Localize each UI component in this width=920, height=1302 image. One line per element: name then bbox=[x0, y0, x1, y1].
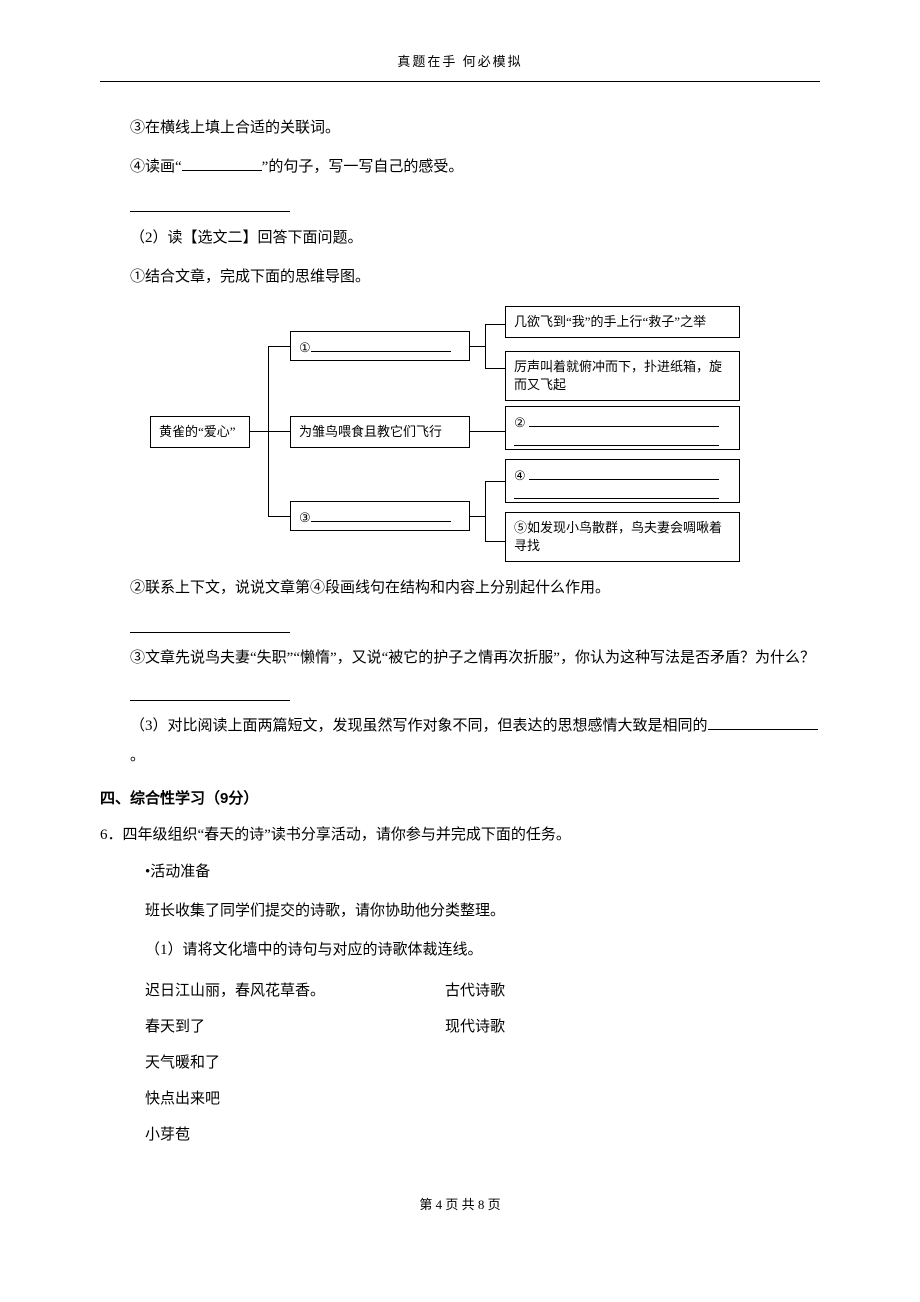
question-3: ③在横线上填上合适的关联词。 bbox=[130, 112, 820, 145]
fc-r5: ⑤如发现小鸟散群，鸟夫妻会啁啾着寻找 bbox=[505, 512, 740, 562]
fc-mid-3: ③ bbox=[290, 501, 470, 531]
answer-line-3 bbox=[130, 679, 290, 701]
fc-root: 黄雀的“爱心” bbox=[150, 416, 250, 448]
fc-line bbox=[470, 516, 485, 517]
fc-r3-blank2 bbox=[514, 432, 719, 446]
fc-r4: ④ bbox=[505, 459, 740, 503]
fc-line bbox=[485, 481, 505, 482]
match-left-3: 天气暖和了 bbox=[145, 1045, 820, 1081]
fc-mid3-blank bbox=[311, 508, 451, 522]
match-row-1: 迟日江山丽，春风花草香。 古代诗歌 bbox=[145, 973, 820, 1009]
p3-blank bbox=[708, 716, 818, 730]
mind-map: 黄雀的“爱心” ① 为雏鸟喂食且教它们飞行 ③ 几欲飞到“我”的手上行“救子”之… bbox=[150, 306, 790, 556]
fc-r3-blank1 bbox=[529, 413, 719, 427]
q4-post: ”的句子，写一写自己的感受。 bbox=[262, 159, 464, 175]
match-right-2: 现代诗歌 bbox=[445, 1009, 505, 1045]
part2-q2: ②联系上下文，说说文章第④段画线句在结构和内容上分别起什么作用。 bbox=[130, 572, 820, 605]
part2-q1: ①结合文章，完成下面的思维导图。 bbox=[130, 261, 820, 294]
match-left-1: 迟日江山丽，春风花草香。 bbox=[145, 973, 445, 1009]
q6-bullet: •活动准备 bbox=[145, 856, 820, 889]
fc-r4-blank2 bbox=[514, 485, 719, 499]
q6-line1: 班长收集了同学们提交的诗歌，请你协助他分类整理。 bbox=[145, 895, 820, 928]
page-footer: 第 4 页 共 8 页 bbox=[100, 1193, 820, 1218]
fc-r2: 厉声叫着就俯冲而下，扑进纸箱，旋而又飞起 bbox=[505, 351, 740, 401]
fc-line bbox=[268, 431, 290, 432]
fc-mid-2: 为雏鸟喂食且教它们飞行 bbox=[290, 416, 470, 448]
match-right-1: 古代诗歌 bbox=[445, 973, 505, 1009]
fc-line bbox=[250, 431, 268, 432]
fc-mid1-blank bbox=[311, 338, 451, 352]
part3: （3）对比阅读上面两篇短文，发现虽然写作对象不同，但表达的思想感情大致是相同的。 bbox=[130, 711, 820, 771]
fc-r1: 几欲飞到“我”的手上行“救子”之举 bbox=[505, 306, 740, 338]
fc-r3-prefix: ② bbox=[514, 415, 526, 430]
match-left-4: 快点出来吧 bbox=[145, 1081, 820, 1117]
match-left-2: 春天到了 bbox=[145, 1009, 445, 1045]
question-4: ④读画“ ”的句子，写一写自己的感受。 bbox=[130, 151, 820, 184]
fc-line bbox=[485, 324, 505, 325]
p3-pre: （3）对比阅读上面两篇短文，发现虽然写作对象不同，但表达的思想感情大致是相同的 bbox=[130, 718, 708, 734]
q4-blank bbox=[182, 157, 262, 171]
part2-intro: （2）读【选文二】回答下面问题。 bbox=[130, 222, 820, 255]
q6-stem: 6．四年级组织“春天的诗”读书分享活动，请你参与并完成下面的任务。 bbox=[100, 821, 820, 850]
answer-line-2 bbox=[130, 611, 290, 633]
fc-r4-blank1 bbox=[529, 466, 719, 480]
part2-q3: ③文章先说鸟夫妻“失职”“懒惰”，又说“被它的护子之情再次折服”，你认为这种写法… bbox=[130, 643, 820, 673]
fc-mid-1: ① bbox=[290, 331, 470, 361]
fc-mid3-prefix: ③ bbox=[299, 510, 311, 525]
fc-mid1-prefix: ① bbox=[299, 340, 311, 355]
page-header: 真题在手 何必模拟 bbox=[100, 50, 820, 82]
fc-line bbox=[470, 431, 505, 432]
fc-line bbox=[485, 368, 505, 369]
fc-line bbox=[268, 516, 290, 517]
fc-line bbox=[485, 324, 486, 368]
fc-line bbox=[470, 346, 485, 347]
fc-r4-prefix: ④ bbox=[514, 468, 526, 483]
match-row-2: 春天到了 现代诗歌 bbox=[145, 1009, 820, 1045]
fc-line bbox=[485, 481, 486, 541]
answer-line-1 bbox=[130, 190, 290, 212]
fc-r3: ② bbox=[505, 406, 740, 450]
q6-sub1: （1）请将文化墙中的诗句与对应的诗歌体裁连线。 bbox=[145, 934, 820, 967]
section-4-heading: 四、综合性学习（9分） bbox=[100, 785, 820, 814]
p3-post: 。 bbox=[130, 748, 145, 764]
fc-line bbox=[268, 346, 290, 347]
q4-pre: ④读画“ bbox=[130, 159, 182, 175]
fc-line bbox=[485, 541, 505, 542]
match-left-5: 小芽苞 bbox=[145, 1117, 820, 1153]
